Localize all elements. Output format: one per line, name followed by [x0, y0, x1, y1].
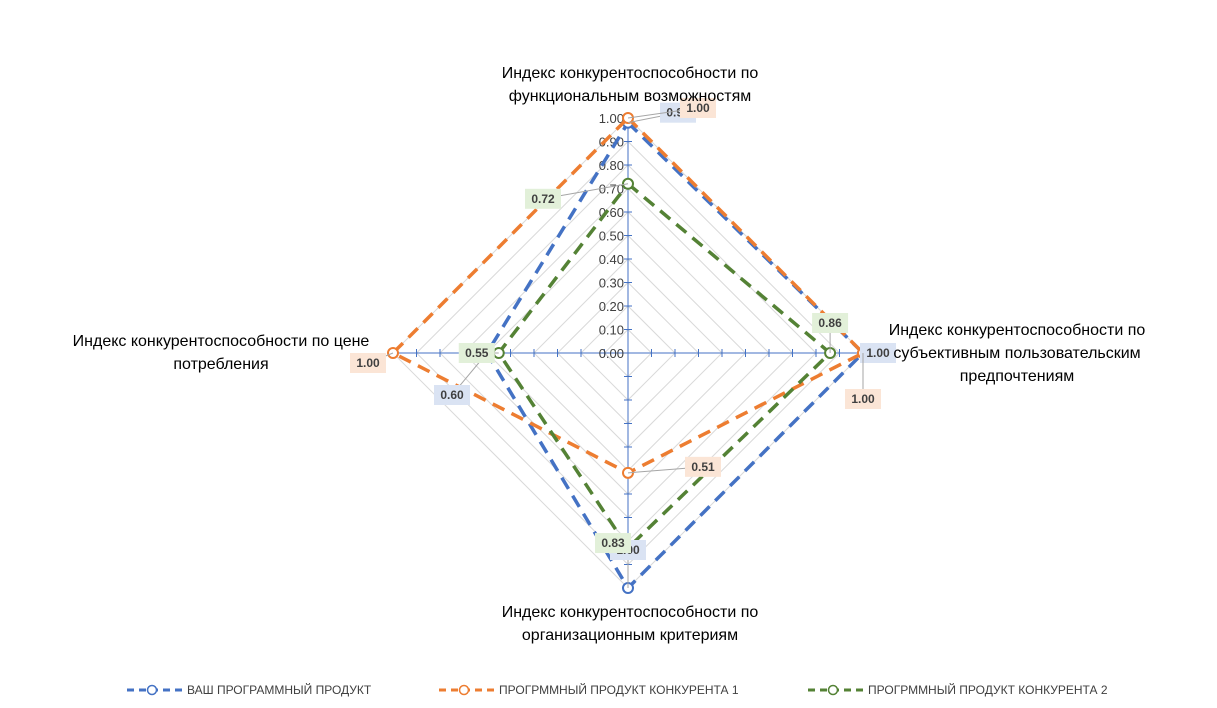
data-label: 1.00 [866, 346, 890, 360]
data-label-box [860, 343, 896, 363]
axis-title-line: Индекс конкурентоспособности по [502, 604, 759, 621]
tick-label: 0.30 [599, 276, 624, 291]
axis-title: Индекс конкурентоспособности по организац… [502, 604, 759, 644]
data-label-box [595, 533, 631, 554]
tick-label: 0.40 [599, 252, 624, 267]
axis-title-line: Индекс конкурентоспособности по [889, 322, 1146, 339]
series-line-3 [496, 181, 833, 551]
legend-swatch-your-product [127, 684, 183, 696]
data-label-box [685, 456, 721, 477]
data-label: 1.00 [686, 101, 710, 115]
data-label: 0.55 [465, 346, 489, 360]
data-label: 1.00 [356, 356, 380, 370]
legend-label-your-product: ВАШ ПРОГРАММНЫЙ ПРОДУКТ [187, 683, 372, 697]
axis-title-line: Индекс конкурентоспособности по [502, 65, 759, 82]
data-label-box [434, 385, 470, 405]
tick-label: 0.00 [599, 346, 624, 361]
data-label: 1.00 [851, 392, 875, 406]
data-label: 0.51 [691, 460, 715, 474]
tick-label: 0.50 [599, 229, 624, 244]
data-label-box [812, 313, 849, 333]
data-label: 0.72 [531, 192, 555, 206]
legend-label-competitor-1: ПРОГРММНЫЙ ПРОДУКТ КОНКУРЕНТА 1 [499, 683, 739, 697]
legend-label-competitor-2: ПРОГРММНЫЙ ПРОДУКТ КОНКУРЕНТА 2 [868, 683, 1108, 697]
data-label-box [350, 353, 386, 373]
radar-tick-labels: 0.000.100.200.300.400.500.600.700.800.90… [599, 111, 624, 361]
axis-title: Индекс конкурентоспособности по функциона… [502, 65, 759, 105]
legend-item-competitor-1[interactable]: ПРОГРММНЫЙ ПРОДУКТ КОНКУРЕНТА 1 [437, 676, 739, 704]
radar-chart: 0.000.100.200.300.400.500.600.700.800.90… [73, 65, 1146, 644]
axis-title: Индекс конкурентоспособности по субъектив… [889, 322, 1146, 385]
data-label-box [458, 343, 495, 363]
axis-title-line: субъективным пользовательским [893, 345, 1140, 362]
radar-data-labels: 0.981.001.000.601.001.000.511.000.720.86… [350, 98, 896, 588]
data-label: 0.86 [818, 316, 842, 330]
axis-title: Индекс конкурентоспособности по цене потр… [73, 333, 370, 373]
data-label-box [845, 389, 881, 409]
legend-swatch-competitor-1 [439, 684, 495, 696]
tick-label: 0.10 [599, 323, 624, 338]
radar-axis-titles: Индекс конкурентоспособности по функциона… [73, 65, 1146, 644]
tick-label: 0.20 [599, 299, 624, 314]
data-label: 0.83 [601, 536, 625, 550]
axis-title-line: потребления [173, 356, 268, 373]
legend-item-your-product[interactable]: ВАШ ПРОГРАММНЫЙ ПРОДУКТ [125, 676, 371, 704]
legend: ВАШ ПРОГРАММНЫЙ ПРОДУКТ ПРОГРММНЫЙ ПРОДУ… [0, 676, 1217, 704]
legend-swatch-competitor-2 [808, 684, 864, 696]
data-label-box [525, 188, 561, 209]
axis-title-line: Индекс конкурентоспособности по цене [73, 333, 370, 350]
legend-item-competitor-2[interactable]: ПРОГРММНЫЙ ПРОДУКТ КОНКУРЕНТА 2 [806, 676, 1108, 704]
tick-label: 1.00 [599, 111, 624, 126]
data-label-box [680, 98, 716, 118]
data-label: 0.60 [440, 388, 464, 402]
axis-title-line: организационным критериям [522, 627, 738, 644]
axis-title-line: предпочтениям [960, 368, 1074, 385]
axis-title-line: функциональным возможностям [509, 88, 752, 105]
